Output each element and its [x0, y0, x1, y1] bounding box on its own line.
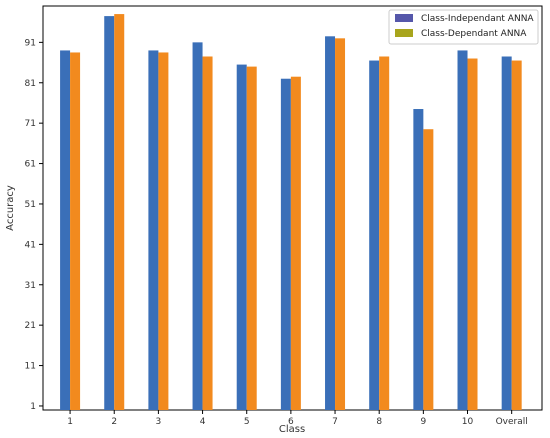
y-tick-label: 11	[25, 362, 36, 372]
x-tick-label: 2	[111, 417, 117, 427]
x-tick-label: 3	[156, 417, 162, 427]
bar-class-dependant	[70, 52, 81, 411]
bar-class-dependant	[423, 129, 434, 410]
bar-class-independant	[413, 109, 424, 411]
bar-class-independant	[148, 50, 159, 410]
bar-class-dependant	[467, 58, 478, 411]
x-axis-ticks: 1 2 3 4 5 6 7 8 9 10 Overall	[67, 410, 528, 427]
x-tick-label: 7	[332, 417, 338, 427]
legend-label-class-dependant: Class-Dependant ANNA	[421, 29, 527, 39]
bar-class-independant	[236, 64, 247, 410]
y-axis-title: Accuracy	[5, 185, 16, 231]
x-tick-label: 8	[376, 417, 382, 427]
legend-label-class-independant: Class-Independant ANNA	[421, 14, 534, 24]
bar-class-dependant	[114, 14, 125, 411]
legend: Class-Independant ANNA Class-Dependant A…	[388, 9, 539, 45]
bar-class-independant	[457, 50, 468, 410]
bar-class-dependant	[158, 52, 169, 411]
bar-series	[60, 14, 522, 411]
y-tick-label: 81	[25, 79, 36, 89]
bar-class-dependant	[290, 76, 301, 410]
bar-class-independant	[280, 78, 291, 410]
bar-class-independant	[192, 42, 203, 411]
x-tick-label: 5	[244, 417, 250, 427]
bar-class-independant	[369, 60, 380, 410]
legend-swatch-class-dependant	[395, 29, 413, 37]
y-tick-label: 21	[25, 321, 36, 331]
bar-class-dependant	[511, 60, 522, 410]
x-tick-label: 1	[67, 417, 73, 427]
y-tick-label: 31	[25, 281, 36, 291]
legend-box	[388, 9, 539, 45]
x-tick-label: Overall	[496, 417, 528, 427]
y-tick-label: 91	[25, 38, 36, 48]
x-tick-label: 10	[462, 417, 474, 427]
bar-class-dependant	[335, 38, 346, 410]
bar-class-dependant	[202, 56, 213, 410]
x-tick-label: 4	[200, 417, 206, 427]
y-tick-label: 41	[25, 240, 36, 250]
bar-class-dependant	[246, 66, 257, 410]
x-tick-label: 6	[288, 417, 294, 427]
y-tick-label: 71	[25, 119, 36, 129]
legend-swatch-class-independant	[395, 14, 413, 22]
bar-class-dependant	[379, 56, 390, 410]
bar-class-independant	[104, 16, 115, 410]
y-tick-label: 51	[25, 200, 36, 210]
y-tick-label: 1	[30, 402, 36, 412]
x-tick-label: 9	[420, 417, 426, 427]
x-axis-title: Class	[279, 424, 305, 435]
bar-class-independant	[60, 50, 71, 410]
y-tick-label: 61	[25, 160, 36, 170]
bar-class-independant	[325, 36, 336, 411]
bar-class-independant	[501, 56, 512, 410]
